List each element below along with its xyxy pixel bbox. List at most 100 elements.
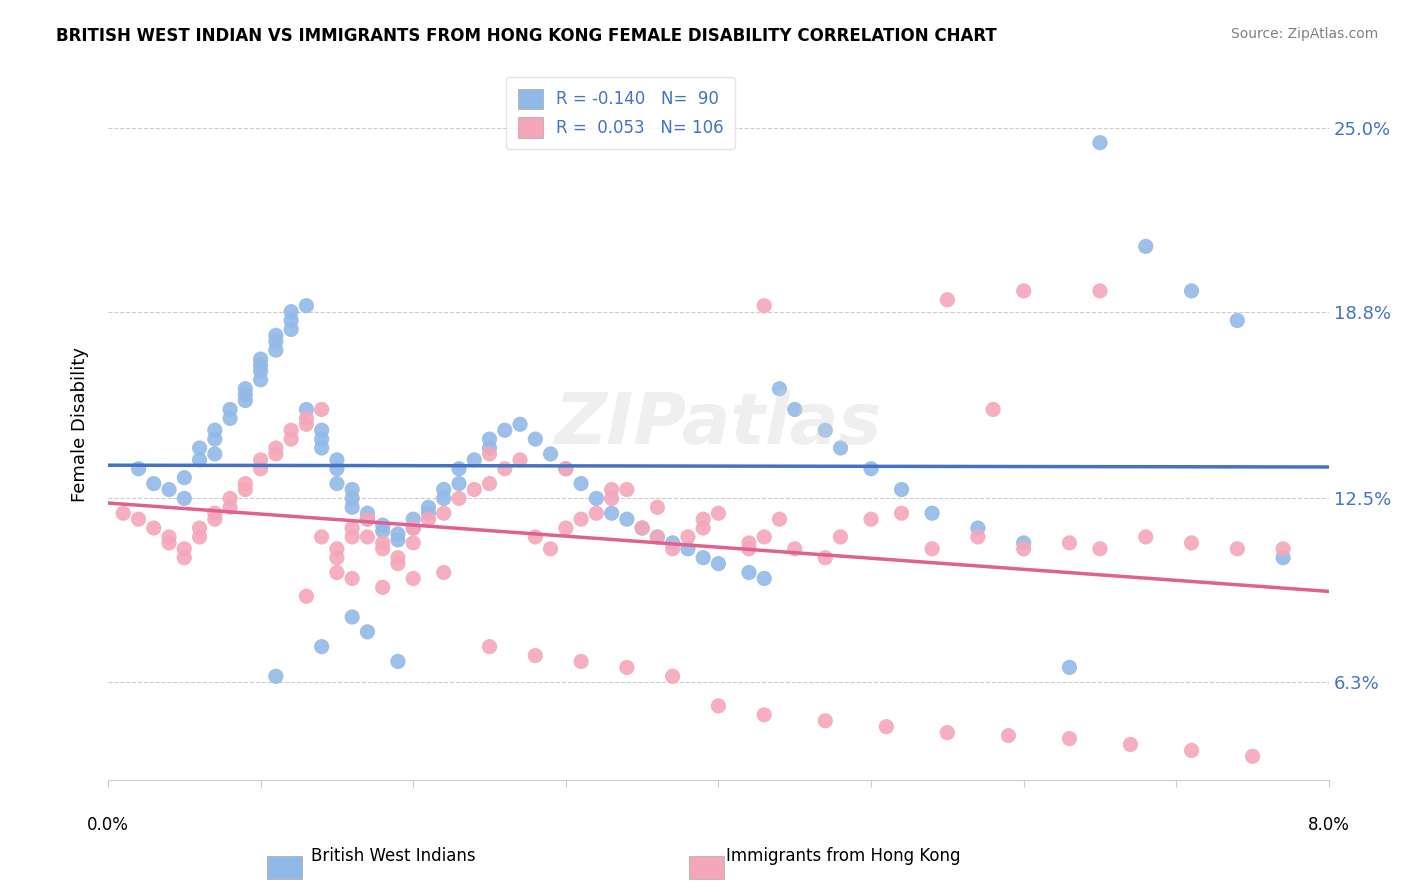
Point [860, 512, 883, 526]
Point [754, 299, 776, 313]
Point [768, 512, 790, 526]
Point [356, 506, 378, 520]
Point [233, 393, 256, 408]
Point [128, 512, 150, 526]
Point [387, 550, 409, 565]
Point [326, 541, 349, 556]
Point [249, 453, 271, 467]
Point [509, 417, 531, 432]
Point [188, 441, 211, 455]
Point [311, 432, 333, 446]
Point [233, 382, 256, 396]
Point [280, 304, 302, 318]
Point [524, 530, 547, 544]
Point [921, 541, 943, 556]
Point [264, 343, 287, 358]
Point [830, 530, 852, 544]
Point [600, 491, 623, 506]
Point [1241, 749, 1264, 764]
Point [219, 402, 242, 417]
Text: 8.0%: 8.0% [1308, 815, 1350, 834]
Point [447, 491, 470, 506]
Point [173, 470, 195, 484]
Point [280, 432, 302, 446]
Point [295, 589, 318, 603]
Point [311, 402, 333, 417]
Point [280, 322, 302, 336]
Point [814, 423, 837, 437]
Point [326, 566, 349, 580]
Point [661, 541, 683, 556]
Point [738, 541, 761, 556]
Point [754, 707, 776, 722]
Point [1059, 731, 1081, 746]
Point [631, 521, 654, 535]
Point [783, 541, 806, 556]
Point [219, 411, 242, 425]
Text: 0.0%: 0.0% [87, 815, 129, 834]
Point [890, 506, 912, 520]
Point [173, 541, 195, 556]
Point [754, 530, 776, 544]
Point [631, 521, 654, 535]
Point [1226, 313, 1249, 327]
Point [402, 521, 425, 535]
Point [1088, 284, 1111, 298]
Point [402, 571, 425, 585]
Point [494, 462, 516, 476]
Point [1135, 239, 1157, 253]
Point [783, 402, 806, 417]
Point [295, 402, 318, 417]
Point [356, 530, 378, 544]
Point [340, 610, 363, 624]
Point [219, 500, 242, 515]
Point [738, 566, 761, 580]
Point [433, 566, 456, 580]
Point [387, 655, 409, 669]
Text: Immigrants from Hong Kong: Immigrants from Hong Kong [727, 847, 960, 865]
Point [830, 441, 852, 455]
Point [463, 483, 485, 497]
Point [981, 402, 1004, 417]
Point [692, 512, 714, 526]
Point [204, 512, 226, 526]
Point [295, 299, 318, 313]
Point [692, 550, 714, 565]
Point [707, 506, 730, 520]
Point [524, 648, 547, 663]
Point [616, 660, 638, 674]
Y-axis label: Female Disability: Female Disability [72, 347, 89, 502]
Point [814, 714, 837, 728]
Point [997, 729, 1019, 743]
Point [1059, 536, 1081, 550]
Point [447, 462, 470, 476]
Point [326, 453, 349, 467]
Point [433, 483, 456, 497]
Point [936, 725, 959, 739]
Point [295, 411, 318, 425]
Point [340, 500, 363, 515]
Point [478, 447, 501, 461]
Point [860, 462, 883, 476]
Point [387, 533, 409, 547]
Point [921, 506, 943, 520]
Point [463, 453, 485, 467]
Point [738, 536, 761, 550]
Point [249, 352, 271, 367]
Point [967, 530, 990, 544]
Point [204, 423, 226, 437]
Point [295, 417, 318, 432]
Point [478, 476, 501, 491]
Text: BRITISH WEST INDIAN VS IMMIGRANTS FROM HONG KONG FEMALE DISABILITY CORRELATION C: BRITISH WEST INDIAN VS IMMIGRANTS FROM H… [56, 27, 997, 45]
Point [1119, 738, 1142, 752]
Point [875, 720, 897, 734]
Point [264, 669, 287, 683]
Text: ZIPatlas: ZIPatlas [555, 390, 882, 458]
Point [157, 483, 180, 497]
Point [1180, 743, 1202, 757]
Point [936, 293, 959, 307]
Point [524, 432, 547, 446]
Point [188, 530, 211, 544]
Point [387, 527, 409, 541]
Point [647, 530, 669, 544]
